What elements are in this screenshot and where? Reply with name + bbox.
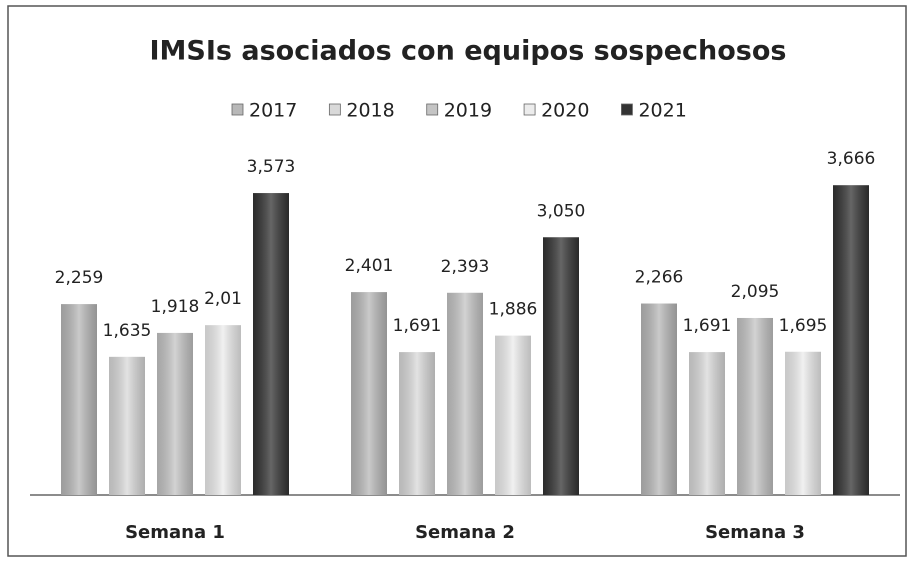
legend-swatch xyxy=(621,103,633,116)
legend-swatch xyxy=(523,103,536,116)
data-label: 2,095 xyxy=(731,282,780,302)
data-label: 2,401 xyxy=(345,256,394,276)
bar-shade xyxy=(495,335,531,495)
bar-shade xyxy=(737,317,773,495)
data-label: 3,573 xyxy=(247,157,296,177)
x-tick-label: Semana 2 xyxy=(415,522,515,543)
data-label: 1,691 xyxy=(683,316,732,336)
bar-shade xyxy=(351,292,387,495)
bar-shade xyxy=(785,351,821,495)
bar-shade xyxy=(399,352,435,495)
data-label: 1,886 xyxy=(489,300,538,320)
legend-swatch xyxy=(231,103,244,116)
data-label: 2,266 xyxy=(635,268,684,288)
legend-label: 2019 xyxy=(444,100,492,122)
legend-label: 2021 xyxy=(638,100,686,122)
data-label: 1,695 xyxy=(779,316,828,336)
bar-shade xyxy=(109,356,145,495)
bar-shade xyxy=(61,304,97,495)
legend-label: 2020 xyxy=(541,100,589,122)
x-tick-label: Semana 1 xyxy=(125,522,225,543)
data-label: 2,393 xyxy=(441,257,490,277)
legend-label: 2018 xyxy=(346,100,394,122)
data-label: 1,691 xyxy=(393,316,442,336)
bar-shade xyxy=(641,303,677,495)
legend-label: 2017 xyxy=(249,100,297,122)
bar-shade xyxy=(253,193,289,496)
data-label: 1,635 xyxy=(103,321,152,341)
x-tick-label: Semana 3 xyxy=(705,522,805,543)
bar-shade xyxy=(205,325,241,495)
legend-swatch xyxy=(328,103,341,116)
bar-shade xyxy=(157,332,193,495)
data-label: 3,050 xyxy=(537,201,586,221)
data-label: 2,259 xyxy=(55,268,104,288)
legend-swatch xyxy=(426,103,439,116)
bar-shade xyxy=(833,185,869,495)
bar-shade xyxy=(689,352,725,495)
bar-shade xyxy=(447,292,483,495)
data-label: 2,01 xyxy=(204,289,242,309)
chart-title: IMSIs asociados con equipos sospechosos xyxy=(150,36,787,67)
data-label: 1,918 xyxy=(151,297,200,317)
bar-shade xyxy=(543,237,579,495)
data-label: 3,666 xyxy=(827,149,876,169)
